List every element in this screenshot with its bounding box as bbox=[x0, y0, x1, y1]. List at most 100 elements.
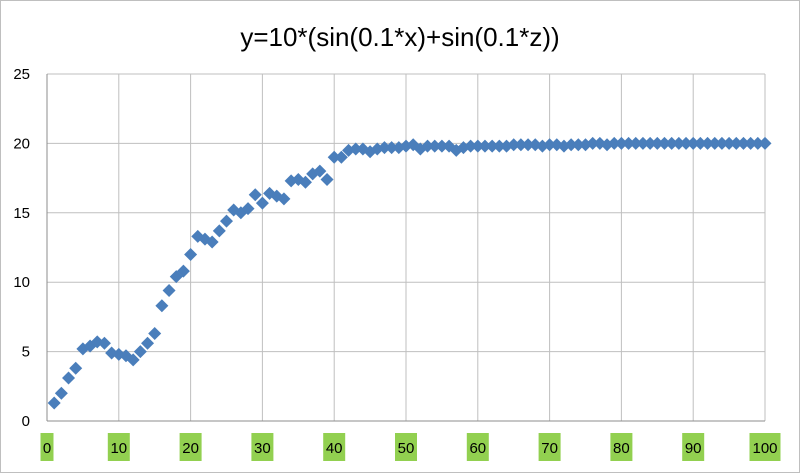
data-point bbox=[54, 386, 68, 400]
data-point bbox=[607, 136, 621, 150]
x-tick-label: 80 bbox=[613, 440, 630, 457]
data-point bbox=[543, 138, 557, 152]
data-point bbox=[701, 136, 715, 150]
y-tick-label: 0 bbox=[22, 413, 30, 430]
data-point bbox=[715, 136, 729, 150]
x-tick-label: 90 bbox=[685, 440, 702, 457]
data-point bbox=[708, 136, 722, 150]
data-point bbox=[255, 196, 269, 210]
x-tick-label: 100 bbox=[752, 440, 777, 457]
data-point bbox=[686, 136, 700, 150]
data-point bbox=[220, 214, 233, 228]
x-tick-label: 60 bbox=[469, 440, 486, 457]
x-tick-label-highlight bbox=[107, 433, 130, 461]
data-point bbox=[744, 136, 758, 150]
data-point bbox=[421, 139, 435, 153]
data-point bbox=[212, 224, 226, 238]
axes bbox=[46, 74, 765, 422]
data-point bbox=[665, 136, 679, 150]
x-tick-label-highlight bbox=[749, 433, 781, 461]
data-points bbox=[47, 136, 772, 410]
x-tick-label: 20 bbox=[182, 440, 199, 457]
data-point bbox=[650, 136, 664, 150]
data-point bbox=[629, 136, 643, 150]
data-point bbox=[614, 136, 628, 150]
y-tick-label: 15 bbox=[13, 205, 30, 222]
data-point bbox=[248, 188, 262, 202]
data-point bbox=[435, 139, 449, 153]
data-point bbox=[148, 327, 162, 341]
data-point bbox=[758, 136, 772, 150]
x-tick-label-highlight bbox=[610, 433, 633, 461]
x-tick-label-highlight bbox=[179, 433, 202, 461]
y-tick-label: 10 bbox=[13, 274, 30, 291]
y-tick-labels: 0 5 10 15 20 25 bbox=[13, 66, 30, 430]
y-tick-label: 5 bbox=[22, 344, 30, 361]
x-tick-label-highlight bbox=[323, 433, 346, 461]
data-point bbox=[751, 136, 765, 150]
data-point bbox=[184, 247, 198, 261]
data-point bbox=[514, 138, 528, 152]
x-tick-label: 30 bbox=[254, 440, 271, 457]
x-tick-label: 10 bbox=[110, 440, 127, 457]
x-tick-label-highlight bbox=[466, 433, 489, 461]
chart-title: y=10*(sin(0.1*x)+sin(0.1*z)) bbox=[240, 22, 559, 52]
x-tick-label-highlight bbox=[538, 433, 561, 461]
data-point bbox=[176, 264, 190, 278]
data-point bbox=[428, 139, 442, 153]
gridlines bbox=[47, 73, 766, 421]
data-point bbox=[736, 136, 750, 150]
data-point bbox=[298, 175, 312, 189]
x-tick-label-highlight bbox=[40, 433, 54, 461]
data-point bbox=[385, 141, 399, 155]
x-tick-label: 70 bbox=[541, 440, 558, 457]
x-tick-label-highlight bbox=[251, 433, 274, 461]
data-point bbox=[478, 139, 492, 153]
y-tick-label: 25 bbox=[13, 66, 30, 83]
data-point bbox=[693, 136, 707, 150]
y-tick-label: 20 bbox=[13, 135, 30, 152]
data-point bbox=[155, 299, 169, 313]
data-point bbox=[313, 164, 327, 178]
data-point bbox=[133, 345, 147, 359]
x-tick-label: 40 bbox=[326, 440, 343, 457]
data-point bbox=[241, 202, 255, 216]
data-point bbox=[679, 136, 693, 150]
x-tick-labels: 0 10 20 30 40 50 60 70 80 90 100 bbox=[40, 433, 781, 461]
data-point bbox=[657, 136, 671, 150]
data-point bbox=[571, 138, 585, 152]
data-point bbox=[69, 361, 83, 375]
x-tick-label-highlight bbox=[682, 433, 705, 461]
data-point bbox=[622, 136, 636, 150]
data-point bbox=[62, 371, 76, 385]
data-point bbox=[97, 336, 111, 350]
data-point bbox=[729, 136, 743, 150]
data-point bbox=[471, 139, 485, 153]
data-point bbox=[334, 150, 348, 164]
data-point bbox=[277, 192, 291, 206]
data-point bbox=[205, 235, 219, 249]
data-point bbox=[500, 139, 514, 153]
data-point bbox=[327, 150, 341, 164]
data-point bbox=[492, 139, 506, 153]
data-point bbox=[464, 139, 478, 153]
x-tick-label: 50 bbox=[398, 440, 415, 457]
data-point bbox=[636, 136, 650, 150]
data-point bbox=[377, 141, 391, 155]
data-point bbox=[507, 138, 521, 152]
data-point bbox=[162, 284, 176, 298]
data-point bbox=[485, 139, 499, 153]
data-point bbox=[722, 136, 736, 150]
data-point bbox=[141, 336, 155, 350]
data-point bbox=[586, 136, 600, 150]
x-tick-label: 0 bbox=[43, 440, 51, 457]
data-point bbox=[521, 138, 535, 152]
data-point bbox=[320, 172, 334, 186]
data-point bbox=[47, 396, 61, 410]
data-point bbox=[126, 353, 140, 367]
data-point bbox=[564, 138, 578, 152]
data-point bbox=[349, 142, 363, 156]
